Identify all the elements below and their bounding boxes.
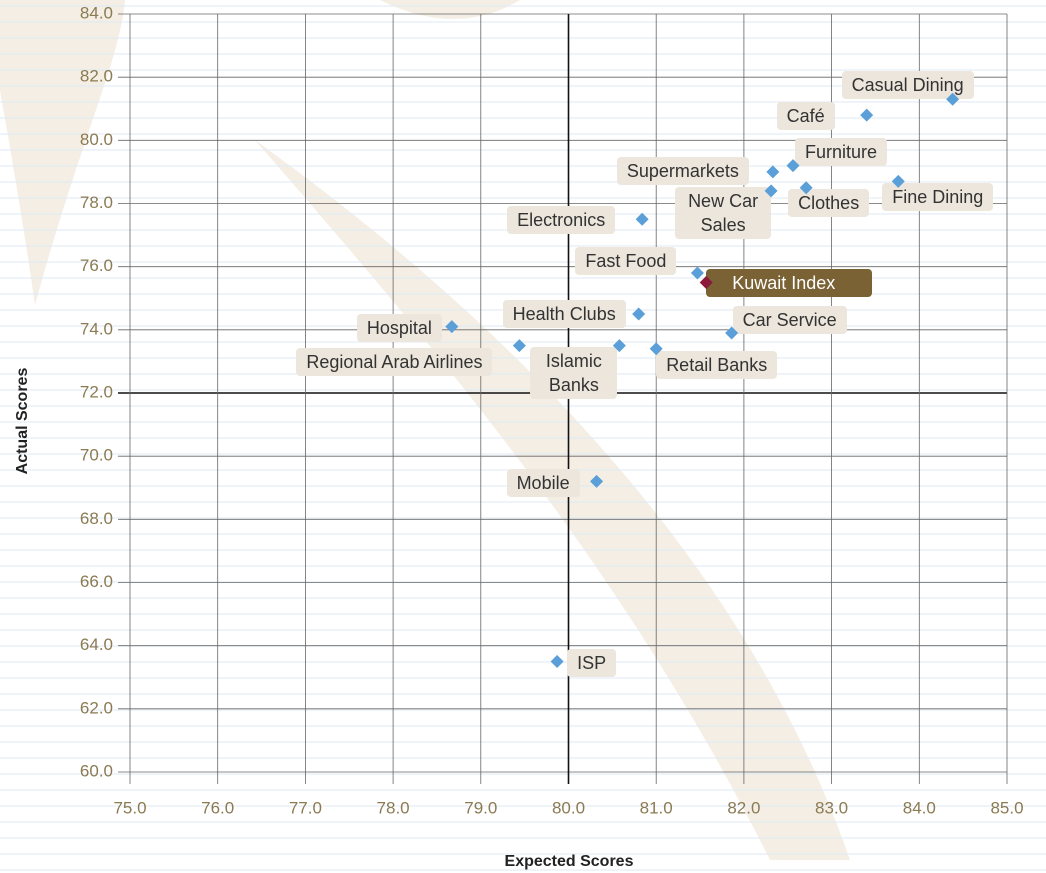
y-tick-label: 82.0 [80,67,113,86]
point-label: ISP [567,649,617,678]
point-label: Retail Banks [656,350,778,379]
x-tick-label: 81.0 [640,798,673,817]
x-tick-label: 83.0 [815,798,848,817]
x-tick-label: 82.0 [727,798,760,817]
point-label: Mobile [506,469,580,498]
y-tick-label: 84.0 [80,3,113,22]
y-tick-label: 80.0 [80,130,113,149]
point [891,174,905,188]
point-label: Hospital [356,313,442,342]
point-label: Islamic Banks [530,346,618,399]
x-tick-label: 85.0 [990,798,1023,817]
y-tick-label: 62.0 [80,698,113,717]
point-label: Café [776,102,835,131]
point [799,181,813,195]
point [860,108,874,122]
point [635,212,649,226]
point [725,326,739,340]
y-tick-label: 70.0 [80,446,113,465]
x-tick-label: 77.0 [289,798,322,817]
point [649,342,663,356]
point-label: Health Clubs [502,300,626,329]
y-tick-label: 76.0 [80,256,113,275]
x-tick-label: 75.0 [113,798,146,817]
decor [0,0,125,305]
point-label: Fast Food [575,246,677,275]
y-axis-title: Actual Scores [14,368,31,475]
point [699,275,713,289]
point-label: New Car Sales [675,186,772,239]
y-tick-label: 68.0 [80,509,113,528]
point-label: Furniture [795,137,888,166]
y-tick-label: 66.0 [80,572,113,591]
point-label: Fine Dining [882,183,994,212]
x-axis-title: Expected Scores [505,853,634,870]
point [445,320,459,334]
point [786,159,800,173]
point [764,184,778,198]
point [766,165,780,179]
point-label: Regional Arab Airlines [296,347,493,376]
x-tick-label: 76.0 [201,798,234,817]
point-label: Supermarkets [616,156,749,185]
point [690,266,704,280]
x-tick-label: 79.0 [464,798,497,817]
point-label: Electronics [507,206,616,235]
point-label: Car Service [732,305,847,334]
x-tick-label: 78.0 [377,798,410,817]
point [590,474,604,488]
y-tick-label: 74.0 [80,319,113,338]
y-tick-label: 60.0 [80,761,113,780]
point-label: Clothes [788,188,870,217]
y-tick-label: 64.0 [80,635,113,654]
point [946,92,960,106]
point [612,339,626,353]
decor [255,140,850,860]
point [512,339,526,353]
point [632,307,646,321]
point-label: Kuwait Index [706,269,873,298]
y-tick-label: 78.0 [80,193,113,212]
x-tick-label: 84.0 [903,798,936,817]
x-tick-label: 80.0 [552,798,585,817]
point [550,654,564,668]
y-tick-label: 72.0 [80,382,113,401]
